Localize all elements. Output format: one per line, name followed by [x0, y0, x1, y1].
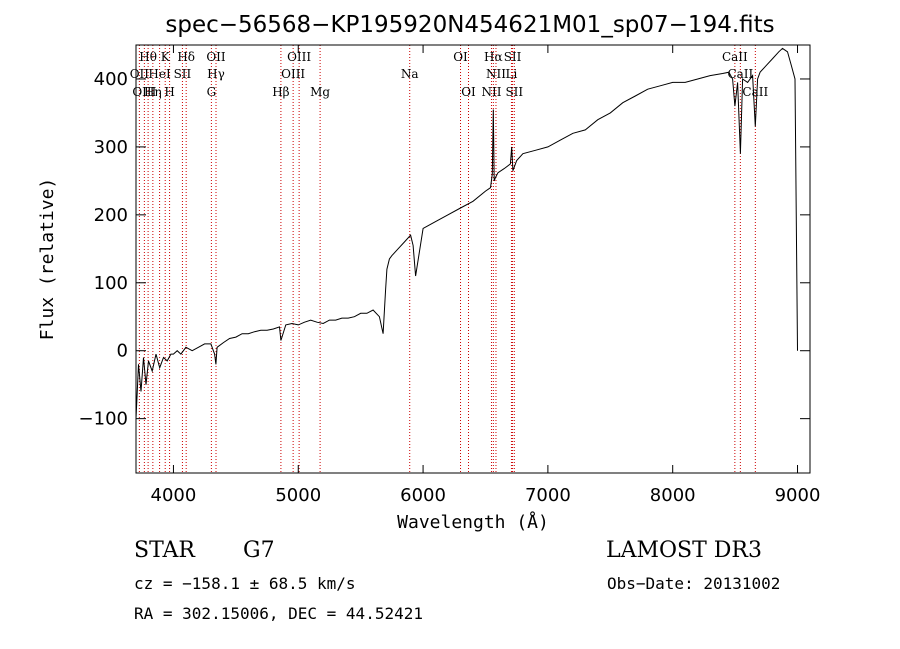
spectral-line-label: Hβ — [272, 85, 289, 99]
spectral-line-label: Hδ — [177, 50, 195, 64]
y-tick-label: 300 — [94, 137, 128, 158]
spectral-line-label: Li — [506, 67, 518, 81]
spectral-line-label: OIII — [281, 67, 305, 81]
spectral-line-label: OI — [461, 85, 476, 99]
spectral-line-label: Hη — [144, 85, 162, 99]
x-axis-ticks: 4000 5000 6000 7000 8000 9000 — [151, 45, 821, 506]
y-tick-label: 0 — [117, 341, 128, 362]
spectral-line-label: G — [207, 85, 217, 99]
spectral-line-label: Na — [401, 67, 419, 81]
spectral-line-label: SII — [505, 85, 523, 99]
y-axis-ticks: −100 0 100 200 300 400 — [79, 69, 810, 430]
y-tick-label: 200 — [94, 205, 128, 226]
spectral-line-label: HeI — [148, 67, 171, 81]
x-axis-label: Wavelength (Å) — [397, 511, 549, 533]
x-tick-label: 8000 — [650, 485, 696, 506]
spectral-line-label: Mg — [310, 85, 330, 99]
y-tick-label: 400 — [94, 69, 128, 90]
plot-frame — [135, 44, 811, 474]
spectral-line-label: Hθ — [139, 50, 157, 64]
spectral-line-label: OII — [206, 50, 226, 64]
x-tick-label: 6000 — [400, 485, 446, 506]
y-tick-label: 100 — [94, 273, 128, 294]
spectral-line-label: H — [164, 85, 174, 99]
x-tick-label: 7000 — [525, 485, 571, 506]
spectral-line-label: Hα — [484, 50, 503, 64]
x-tick-label: 9000 — [775, 485, 821, 506]
spectral-line-label: Hγ — [207, 67, 225, 81]
y-axis-label: Flux (relative) — [37, 178, 58, 341]
spectral-line-label: CaII — [742, 85, 768, 99]
spectral-line-label: OII — [130, 67, 150, 81]
spectral-line-label: OIII — [132, 85, 156, 99]
y-tick-label: −100 — [79, 409, 128, 430]
spectrum-line — [135, 47, 798, 419]
observation-date: Obs−Date: 20131002 — [607, 574, 781, 593]
spectral-line-markers — [138, 45, 756, 473]
spectrum-series — [135, 47, 798, 419]
spectral-line-label: OI — [453, 50, 468, 64]
spectral-line-label: SII — [504, 50, 522, 64]
x-tick-label: 5000 — [275, 485, 321, 506]
spectral-line-label: NII — [481, 85, 501, 99]
x-tick-label: 4000 — [151, 485, 197, 506]
spectral-line-label: NII — [486, 67, 506, 81]
object-subclass: G7 — [243, 538, 275, 563]
spectral-line-label: CaII — [727, 67, 753, 81]
spectral-line-label: K — [161, 50, 171, 64]
redshift-cz: cz = −158.1 ± 68.5 km/s — [134, 574, 356, 593]
spectral-line-label: OIII — [287, 50, 311, 64]
survey-name: LAMOST DR3 — [606, 538, 762, 563]
coordinates: RA = 302.15006, DEC = 44.52421 — [134, 604, 423, 623]
object-class: STAR — [134, 538, 195, 563]
spectral-line-label: SII — [174, 67, 192, 81]
chart-title: spec−56568−KP195920N454621M01_sp07−194.f… — [165, 12, 774, 38]
spectral-line-label: CaII — [722, 50, 748, 64]
